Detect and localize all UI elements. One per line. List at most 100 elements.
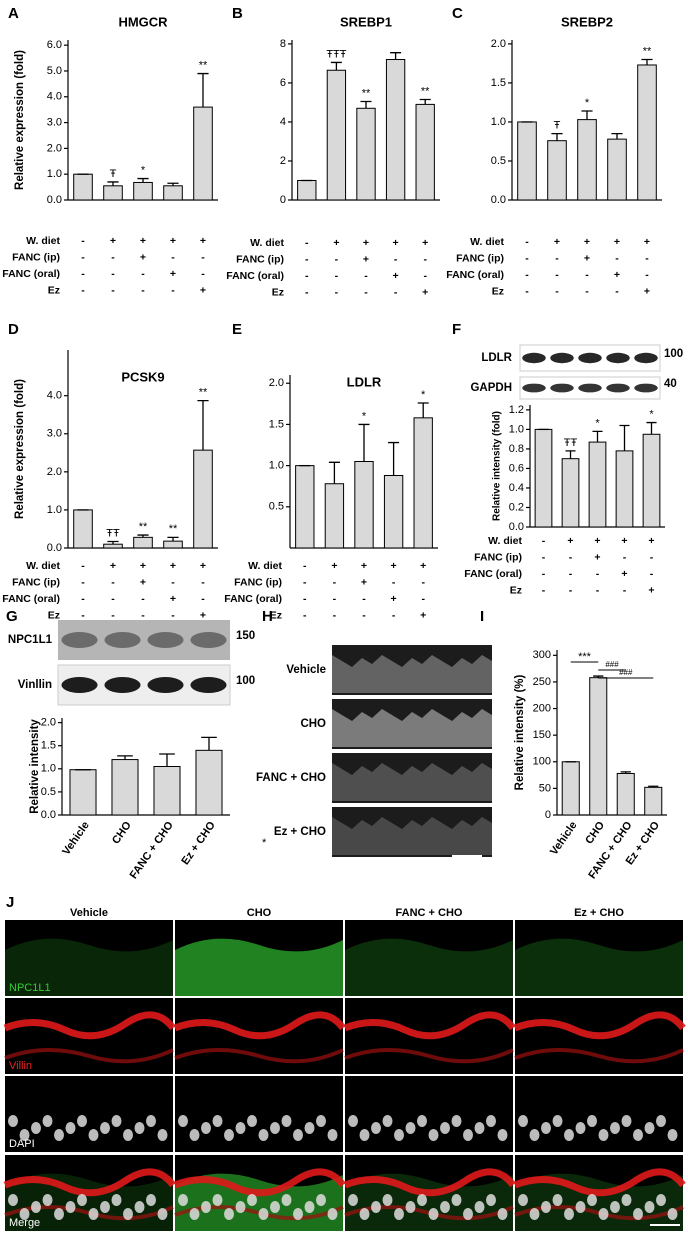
blot-band [578, 352, 602, 364]
y-tick-label: 0.0 [47, 194, 62, 206]
nucleus [564, 1208, 574, 1220]
nucleus [224, 1129, 234, 1141]
y-tick-label: 0 [545, 809, 551, 821]
y-tick-label: 1.5 [491, 77, 506, 89]
treatment-sign: - [525, 252, 529, 264]
bar [324, 483, 345, 549]
red-signal [174, 1048, 344, 1064]
blot-band [550, 352, 574, 364]
y-axis-label: Relative intensity (%) [514, 674, 526, 790]
red-signal [3, 1011, 176, 1040]
panel-letter: F [452, 321, 461, 338]
y-tick-label: 2.0 [41, 717, 56, 729]
y-tick-label: 2.0 [47, 142, 62, 154]
bar [193, 106, 213, 201]
treatment-sign: - [542, 568, 546, 580]
error-bar [641, 58, 653, 65]
bar [561, 458, 580, 528]
row-label: Villin [9, 1060, 32, 1072]
column-label: Vehicle [70, 907, 108, 919]
blot-label: GAPDH [470, 382, 512, 394]
treatment-sign: - [364, 270, 368, 282]
error-bar [581, 110, 593, 120]
treatment-sign: - [392, 609, 396, 621]
treatment-label: FANC (ip) [474, 551, 522, 563]
nucleus [157, 1129, 168, 1141]
blot-band [104, 677, 141, 693]
treatment-sign: - [305, 253, 309, 265]
treatment-sign: - [171, 284, 175, 296]
treatment-sign: + [361, 560, 367, 572]
micrograph [173, 998, 346, 1074]
micrograph [515, 1076, 683, 1152]
micrograph [513, 998, 686, 1074]
y-tick-label: 150 [533, 729, 551, 741]
nucleus [428, 1129, 439, 1141]
treatment-sign: + [422, 237, 428, 249]
treatment-sign: - [141, 609, 145, 621]
red-signal [513, 1168, 686, 1197]
micrograph [343, 1155, 516, 1231]
treatment-sign: - [111, 593, 115, 605]
row-label: Merge [9, 1217, 40, 1229]
bar [163, 185, 183, 201]
treatment-sign: + [648, 584, 654, 596]
green-signal [175, 938, 343, 996]
nucleus [394, 1208, 404, 1220]
nucleus [486, 1194, 496, 1206]
significance-label: ** [169, 523, 178, 535]
nucleus [304, 1122, 315, 1134]
error-bar [197, 399, 209, 451]
nucleus [621, 1194, 632, 1206]
treatment-sign: - [394, 286, 398, 298]
micrograph-bg [5, 920, 173, 996]
bar [561, 761, 580, 816]
treatment-sign: - [623, 584, 627, 596]
treatment-sign: - [81, 609, 85, 621]
bar [193, 449, 213, 549]
treatment-sign: - [303, 560, 307, 572]
blot-band [190, 632, 227, 648]
y-tick-label: 0.8 [509, 443, 524, 455]
panel-letter: B [232, 5, 243, 22]
treatment-label: FANC (ip) [456, 252, 504, 264]
y-tick-label: 0.6 [509, 462, 524, 474]
nucleus [134, 1122, 145, 1134]
error-bar [167, 536, 179, 542]
treatment-sign: + [170, 560, 176, 572]
significance-label: * [141, 164, 146, 176]
treatment-sign: - [201, 251, 205, 263]
nucleus [667, 1208, 678, 1220]
significance-label: Ŧ [110, 168, 117, 180]
treatment-sign: - [141, 593, 145, 605]
treatment-sign: + [170, 268, 176, 280]
treatment-sign: - [303, 576, 307, 588]
bar [517, 121, 537, 201]
y-tick-label: 200 [533, 702, 551, 714]
nucleus [486, 1115, 496, 1127]
bracket-label: ### [605, 660, 619, 669]
nucleus [474, 1122, 485, 1134]
micrograph [175, 1076, 343, 1152]
chart-title: SREBP2 [561, 14, 613, 29]
green-signal [5, 938, 173, 996]
treatment-sign: - [111, 609, 115, 621]
nucleus [327, 1208, 338, 1220]
blot-band [61, 677, 98, 693]
treatment-sign: - [81, 235, 85, 247]
treatment-label: FANC (oral) [2, 268, 60, 280]
nucleus [598, 1208, 609, 1220]
treatment-sign: + [644, 236, 650, 248]
y-tick-label: 1.0 [47, 168, 62, 180]
treatment-label: Ez [48, 609, 60, 621]
treatment-label: W. diet [488, 535, 522, 547]
nucleus [270, 1201, 280, 1213]
nucleus [417, 1194, 427, 1206]
nucleus [65, 1201, 76, 1213]
nucleus [31, 1122, 41, 1134]
significance-label: ** [199, 387, 208, 399]
treatment-sign: - [305, 237, 309, 249]
bar [415, 103, 435, 201]
treatment-sign: - [81, 560, 85, 572]
nucleus [621, 1115, 632, 1127]
